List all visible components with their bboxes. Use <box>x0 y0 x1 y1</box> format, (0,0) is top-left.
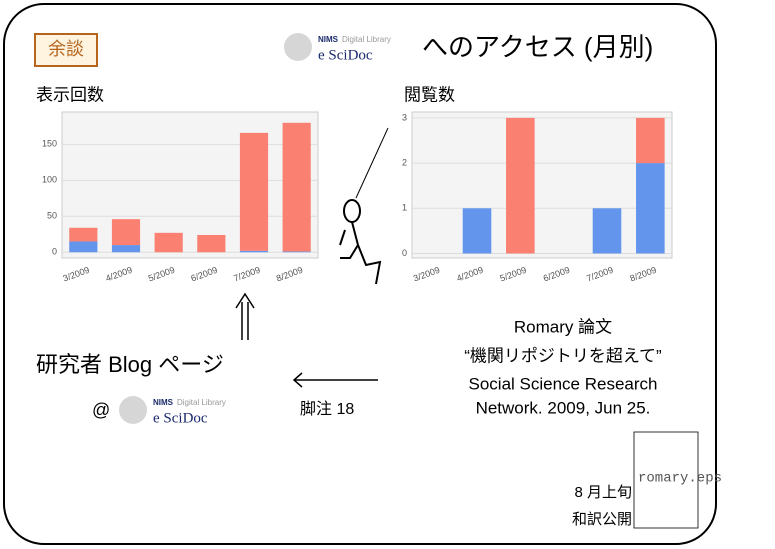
bar <box>592 208 622 254</box>
left-arrow <box>292 372 378 388</box>
bar <box>111 245 141 253</box>
y-tick-label: 0 <box>402 248 407 258</box>
y-tick-label: 2 <box>402 157 407 167</box>
bar <box>636 163 665 254</box>
logo-brand: NIMS <box>153 398 174 407</box>
y-tick-label: 150 <box>42 139 57 149</box>
blog-label: 研究者 Blog ページ <box>36 352 224 377</box>
paper-line: Social Science Research <box>469 374 658 393</box>
logo-sub: Digital Library <box>177 398 226 407</box>
logo-dots <box>284 33 312 61</box>
y-tick-label: 1 <box>402 203 407 213</box>
bar <box>69 227 98 242</box>
at-sign: @ <box>92 400 110 420</box>
bar <box>154 232 183 253</box>
logo-sub: Digital Library <box>342 35 391 44</box>
y-tick-label: 100 <box>42 175 57 185</box>
image-file: romary.eps <box>638 471 722 487</box>
image-placeholder <box>633 431 699 529</box>
stick-figure <box>339 127 389 285</box>
logo: NIMS Digital Library e SciDoc <box>284 33 391 63</box>
release-line: 和訳公開 <box>572 511 632 528</box>
y-tick-label: 0 <box>52 247 57 257</box>
y-tick-label: 3 <box>402 112 407 122</box>
footnote: 脚注 18 <box>300 400 354 418</box>
paper-line: Network. 2009, Jun 25. <box>476 398 651 417</box>
paper-line: “機関リポジトリを超えて” <box>464 346 662 365</box>
release-line: 8 月上旬 <box>574 484 632 501</box>
logo-name: e SciDoc <box>153 410 208 426</box>
y-tick-label: 50 <box>47 211 57 221</box>
plot-area <box>61 111 319 259</box>
logo-name: e SciDoc <box>318 47 373 63</box>
double-arrow <box>235 292 255 340</box>
logo: NIMS Digital Library e SciDoc <box>119 396 226 426</box>
bar <box>69 241 98 253</box>
bar <box>282 251 311 253</box>
logo-brand: NIMS <box>318 35 339 44</box>
tag: 余談 <box>48 39 84 59</box>
bar <box>506 117 535 254</box>
bar <box>111 219 141 246</box>
bar <box>462 208 492 254</box>
paper-line: Romary 論文 <box>514 317 612 336</box>
logo-dots <box>119 396 147 424</box>
chart-title: 閲覧数 <box>404 85 455 104</box>
bar <box>239 132 269 251</box>
bar <box>282 122 311 252</box>
chart-title: 表示回数 <box>36 85 104 104</box>
bar <box>239 250 269 253</box>
bar <box>636 117 665 164</box>
tag-box <box>34 33 98 67</box>
bar <box>197 234 226 253</box>
plot-area <box>411 111 673 259</box>
slide-title: へのアクセス (月別) <box>422 32 653 62</box>
